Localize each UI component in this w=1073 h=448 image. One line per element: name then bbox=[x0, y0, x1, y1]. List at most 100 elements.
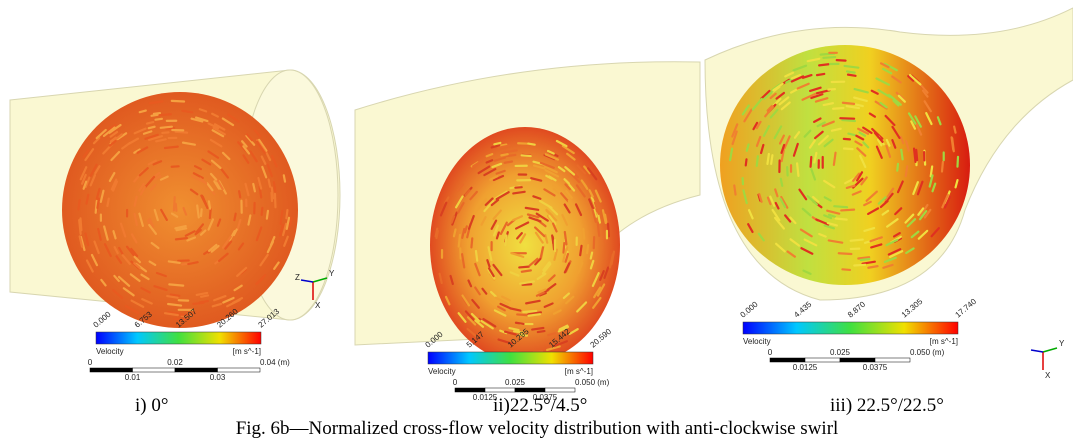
arrow bbox=[528, 144, 534, 145]
arrow bbox=[269, 180, 270, 187]
arrow bbox=[201, 295, 208, 296]
arrow bbox=[906, 166, 908, 176]
arrow bbox=[239, 191, 240, 197]
colorbar-title: Velocity bbox=[96, 347, 124, 356]
arrow bbox=[174, 197, 175, 210]
colorbar bbox=[743, 322, 958, 334]
arrow bbox=[839, 253, 852, 254]
arrow bbox=[851, 240, 863, 241]
colorbar-tick-label: 4.435 bbox=[792, 299, 814, 319]
arrow bbox=[290, 218, 292, 225]
arrow bbox=[861, 259, 869, 260]
arrow bbox=[841, 210, 854, 211]
colorbar-unit: [m s^-1] bbox=[565, 367, 593, 376]
arrow bbox=[848, 75, 856, 76]
figure: Fig. 6b—Normalized cross-flow velocity d… bbox=[0, 0, 1073, 448]
arrow bbox=[284, 175, 285, 181]
arrow bbox=[598, 223, 599, 236]
arrow bbox=[169, 284, 183, 285]
arrow bbox=[162, 132, 168, 133]
arrow bbox=[161, 127, 172, 128]
panel-label: i) 0° bbox=[135, 395, 168, 416]
arrow bbox=[197, 205, 199, 217]
scale-segment bbox=[545, 388, 575, 392]
colorbar-title: Velocity bbox=[743, 337, 771, 346]
arrow bbox=[914, 149, 915, 162]
arrow bbox=[916, 150, 917, 160]
arrow bbox=[523, 311, 536, 312]
arrow bbox=[253, 184, 255, 191]
arrow bbox=[176, 132, 187, 133]
triad-label: Y bbox=[1059, 339, 1065, 348]
arrow bbox=[154, 113, 160, 114]
arrow bbox=[538, 331, 545, 332]
arrow bbox=[811, 157, 812, 167]
arrow bbox=[201, 209, 202, 216]
scale-label: 0 bbox=[453, 378, 458, 387]
caption: Fig. 6b—Normalized cross-flow velocity d… bbox=[236, 418, 839, 439]
arrow bbox=[608, 224, 609, 237]
arrow bbox=[942, 162, 943, 172]
scale-label: 0 bbox=[88, 358, 93, 367]
arrow bbox=[746, 159, 747, 165]
scale-label: 0.02 bbox=[167, 358, 183, 367]
arrow bbox=[847, 71, 855, 72]
scale-label: 0.050 (m) bbox=[575, 378, 610, 387]
arrow bbox=[156, 119, 162, 120]
colorbar-tick-label: 17.740 bbox=[954, 297, 979, 320]
arrow bbox=[209, 201, 210, 208]
scale-label: 0.0125 bbox=[793, 363, 818, 372]
arrow bbox=[843, 103, 854, 104]
arrow bbox=[210, 209, 211, 218]
arrow bbox=[836, 219, 847, 220]
arrow bbox=[897, 164, 898, 171]
arrow bbox=[454, 229, 456, 236]
scale-segment bbox=[90, 368, 133, 372]
colorbar-unit: [m s^-1] bbox=[233, 347, 261, 356]
arrow bbox=[168, 304, 181, 306]
arrow bbox=[828, 89, 835, 90]
arrow bbox=[522, 284, 531, 285]
arrow bbox=[275, 194, 276, 207]
arrow bbox=[176, 204, 177, 211]
arrow bbox=[78, 200, 79, 209]
arrow bbox=[286, 210, 287, 218]
arrow bbox=[459, 235, 460, 247]
scale-label: 0.025 bbox=[505, 378, 526, 387]
arrow bbox=[797, 163, 798, 176]
scale-segment bbox=[515, 388, 545, 392]
arrow bbox=[267, 211, 268, 219]
arrow bbox=[172, 101, 184, 102]
scale-label: 0.050 (m) bbox=[910, 348, 945, 357]
arrow bbox=[107, 199, 108, 206]
arrow bbox=[519, 267, 529, 268]
scale-segment bbox=[840, 358, 875, 362]
arrow bbox=[823, 57, 835, 58]
arrow bbox=[97, 199, 98, 208]
arrow bbox=[901, 150, 902, 159]
arrow bbox=[234, 214, 235, 220]
arrow bbox=[817, 74, 824, 75]
arrow bbox=[842, 269, 850, 270]
triad-label: X bbox=[315, 301, 321, 310]
colorbar-tick-label: 0.000 bbox=[739, 299, 761, 319]
arrow bbox=[819, 64, 828, 65]
arrow bbox=[182, 111, 192, 113]
arrow bbox=[844, 149, 853, 150]
triad-axis bbox=[1031, 350, 1043, 352]
scale-segment bbox=[770, 358, 805, 362]
colorbar-tick-label: 8.870 bbox=[846, 299, 868, 319]
colorbar-tick-label: 13.305 bbox=[900, 297, 925, 320]
arrow bbox=[79, 220, 80, 234]
arrow bbox=[957, 157, 958, 167]
arrow bbox=[176, 238, 187, 239]
arrow bbox=[844, 139, 850, 140]
scale-segment bbox=[485, 388, 515, 392]
arrow bbox=[587, 245, 588, 253]
arrow bbox=[834, 206, 847, 207]
arrow bbox=[476, 251, 477, 261]
triad-label: Y bbox=[329, 269, 335, 278]
triad-label: Z bbox=[295, 273, 300, 282]
arrow bbox=[767, 154, 768, 164]
arrow bbox=[517, 314, 528, 315]
